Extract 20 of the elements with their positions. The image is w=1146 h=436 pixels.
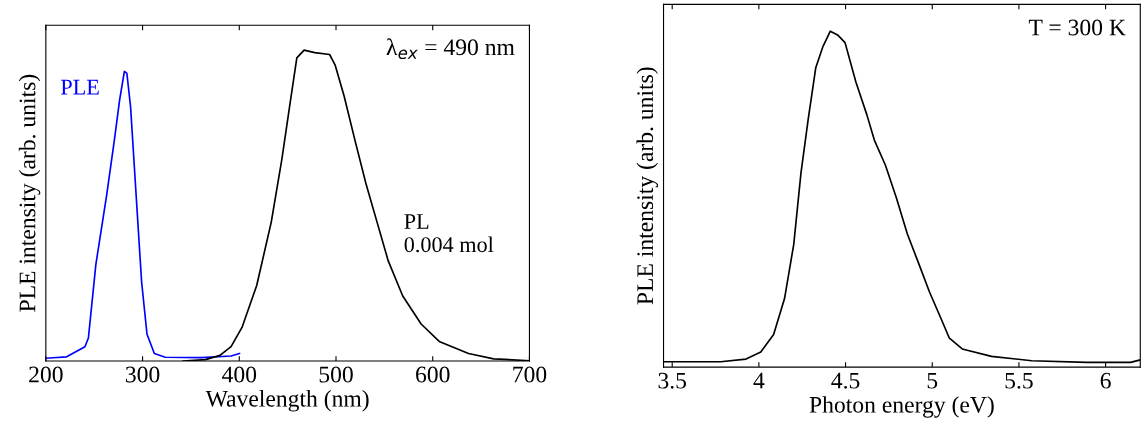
x-tick-label: 5: [927, 372, 938, 389]
series-label: PLE: [60, 79, 99, 95]
x-axis-title: Wavelength (nm): [205, 390, 369, 412]
x-tick-label: 5.5: [1005, 372, 1033, 389]
x-tick-label: 400: [222, 366, 257, 383]
x-tick-label: 500: [319, 366, 353, 383]
x-tick-label: 200: [29, 366, 63, 383]
x-axis-title: Photon energy (eV): [809, 396, 994, 418]
x-tick-label: 300: [125, 366, 160, 383]
x-tick-label: 700: [513, 366, 547, 383]
annotation: λ$_{ex}$ = 490 nm: [386, 38, 515, 60]
y-axis-title: PLE intensity (arb. units): [636, 67, 658, 305]
series-label: PL 0.004 mol: [404, 214, 494, 253]
x-tick-label: 3.5: [658, 372, 687, 389]
x-tick-label: 600: [416, 366, 450, 383]
x-tick-label: 6: [1100, 372, 1111, 389]
y-axis-title: PLE intensity (arb. units): [18, 74, 41, 312]
x-tick-label: 4: [753, 372, 765, 389]
annotation: T = 300 K: [1028, 19, 1126, 36]
x-tick-label: 4.5: [831, 372, 860, 389]
